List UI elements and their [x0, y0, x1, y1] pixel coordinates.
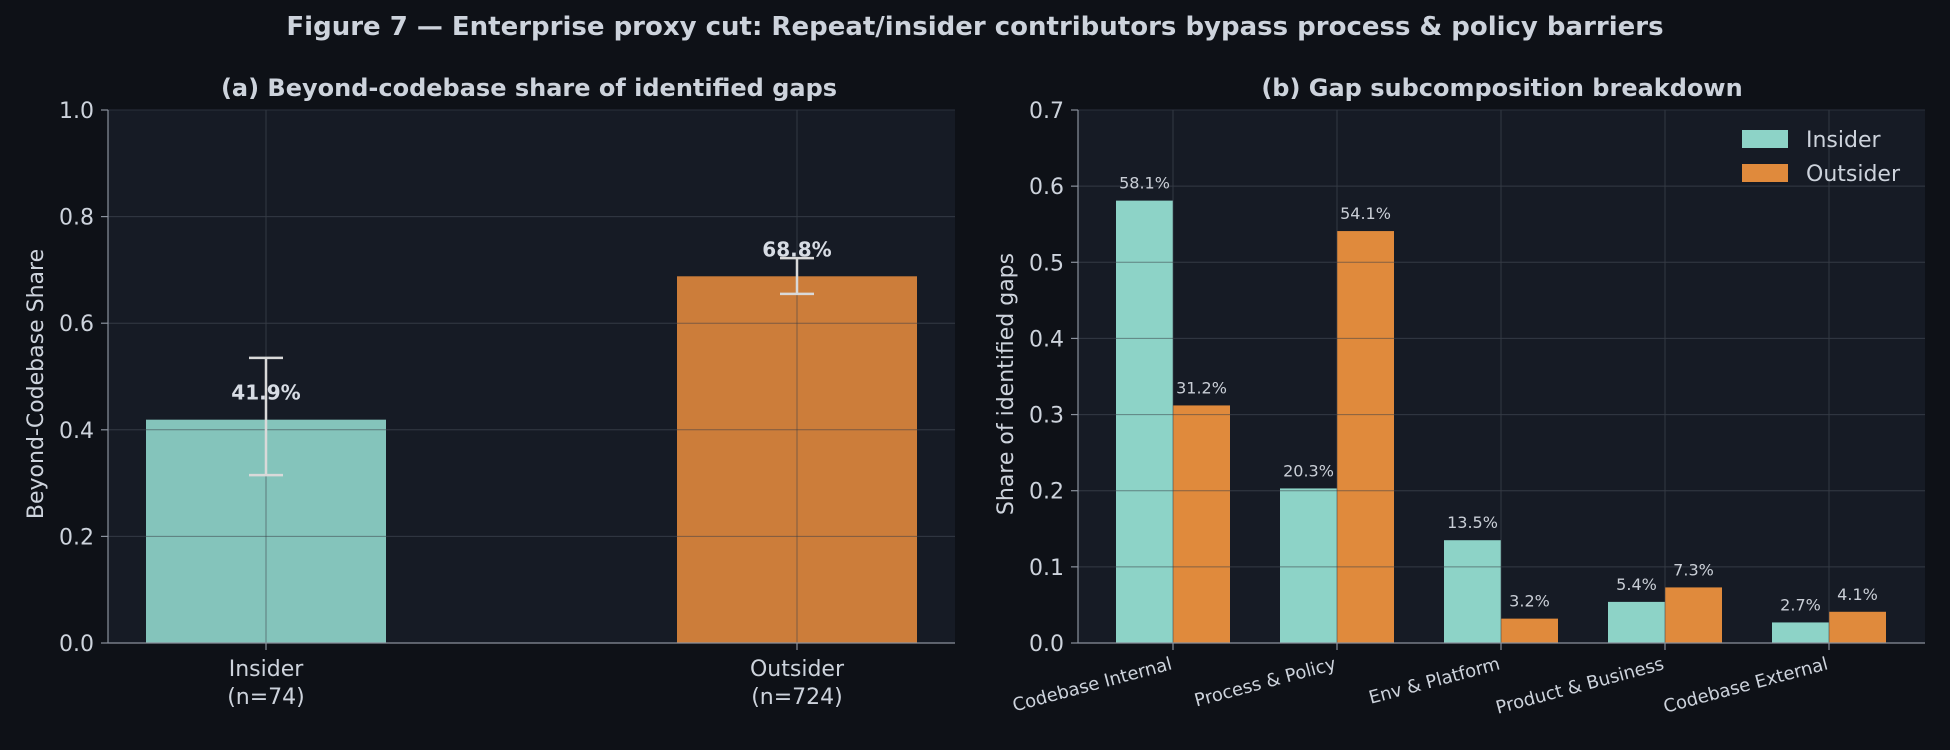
panel-a-y-tick-label: 0.0: [59, 632, 94, 657]
panel-a-chart: (a) Beyond-codebase share of identified …: [24, 74, 955, 710]
panel-a-x-tick-label: Outsider: [750, 657, 845, 682]
panel-b-value-label: 31.2%: [1176, 378, 1227, 397]
panel-a-x-tick-label: (n=724): [751, 685, 843, 710]
panel-b-bar-outsider: [1829, 611, 1886, 643]
panel-b-y-tick-label: 0.5: [1029, 251, 1064, 276]
panel-b-y-axis-label: Share of identified gaps: [994, 253, 1019, 515]
panel-b-y-tick-label: 0.6: [1029, 175, 1064, 200]
panel-a-y-tick-label: 1.0: [59, 99, 94, 124]
panel-b-bar-insider: [1772, 622, 1829, 643]
panel-b-y-tick-label: 0.3: [1029, 404, 1064, 429]
panel-b-title: (b) Gap subcomposition breakdown: [1261, 74, 1742, 102]
panel-b-value-label: 4.1%: [1837, 585, 1878, 604]
panel-b-y-tick-label: 0.0: [1029, 632, 1064, 657]
panel-a-y-axis-label: Beyond-Codebase Share: [24, 249, 49, 519]
panel-b-legend: Insider Outsider: [1742, 128, 1901, 187]
panel-b-value-label: 58.1%: [1119, 174, 1170, 193]
panel-b-y-tick-label: 0.7: [1029, 99, 1064, 124]
panel-a-y-tick-label: 0.4: [59, 419, 94, 444]
panel-b-bar-insider: [1116, 200, 1173, 644]
panel-a-y-tick-label: 0.2: [59, 525, 94, 550]
panel-a-y-tick-label: 0.8: [59, 206, 94, 231]
panel-a-y-tick-label: 0.6: [59, 312, 94, 337]
legend-label-outsider: Outsider: [1806, 162, 1901, 187]
panel-b-y-tick-label: 0.2: [1029, 480, 1064, 505]
panel-b-bar-outsider: [1501, 618, 1558, 643]
panel-b-value-label: 5.4%: [1616, 575, 1657, 594]
panel-b-bar-outsider: [1665, 587, 1722, 643]
panel-a-x-tick-label: (n=74): [227, 685, 305, 710]
panel-a-value-label: 68.8%: [762, 237, 831, 261]
panel-a-x-tick-label: Insider: [229, 657, 305, 682]
panel-b-value-label: 2.7%: [1780, 595, 1821, 614]
panel-b-y-tick-label: 0.1: [1029, 556, 1064, 581]
panel-b-bar-insider: [1280, 488, 1337, 643]
panel-b-bar-outsider: [1337, 231, 1394, 643]
panel-b-value-label: 20.3%: [1283, 461, 1334, 480]
panel-b-chart: (b) Gap subcomposition breakdown Share o…: [994, 74, 1925, 719]
figure-title: Figure 7 — Enterprise proxy cut: Repeat/…: [286, 12, 1663, 42]
legend-swatch-insider: [1742, 130, 1788, 148]
panel-b-bar-outsider: [1173, 405, 1230, 643]
panel-a-title: (a) Beyond-codebase share of identified …: [221, 74, 837, 102]
panel-b-value-label: 7.3%: [1673, 560, 1714, 579]
panel-a-value-label: 41.9%: [231, 381, 300, 405]
legend-label-insider: Insider: [1806, 128, 1882, 153]
panel-b-y-tick-label: 0.4: [1029, 327, 1064, 352]
panel-b-value-label: 3.2%: [1509, 592, 1550, 611]
panel-b-value-label: 13.5%: [1447, 513, 1498, 532]
panel-b-bar-insider: [1608, 601, 1665, 643]
legend-swatch-outsider: [1742, 164, 1788, 182]
panel-b-value-label: 54.1%: [1340, 204, 1391, 223]
panel-b-bar-insider: [1444, 540, 1501, 643]
